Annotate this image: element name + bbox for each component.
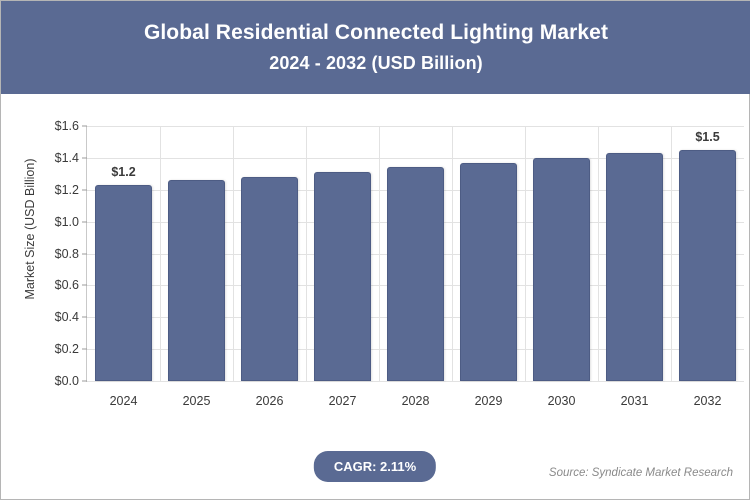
gridline-vertical — [671, 126, 672, 381]
cagr-badge: CAGR: 2.11% — [313, 451, 437, 482]
bar-value-label: $1.5 — [695, 129, 720, 144]
y-tick-label: $0.2 — [54, 342, 79, 357]
gridline-vertical — [160, 126, 161, 381]
bar[interactable] — [460, 162, 517, 381]
x-tick-label: 2025 — [182, 394, 211, 408]
gridline-vertical — [452, 126, 453, 381]
bar-group: 2029 — [452, 126, 525, 408]
y-tick-label: $1.2 — [54, 182, 79, 197]
gridline-vertical — [233, 126, 234, 381]
y-tick-label: $1.6 — [54, 119, 79, 133]
gridline-vertical — [598, 126, 599, 381]
bar-value-label: $1.2 — [111, 164, 136, 179]
bar-group: 2026 — [233, 126, 306, 408]
plot-area: $0.0 $0.2 $0.4 $0.6 $0.8 $1.0 $1.2 $1.4 $1.6 $1.… — [55, 119, 744, 408]
gridline-vertical — [306, 126, 307, 381]
bar-group: 2031 — [598, 126, 671, 408]
gridline-vertical — [525, 126, 526, 381]
bar[interactable] — [168, 180, 225, 381]
y-tick-mark — [82, 125, 87, 127]
y-tick-label: $0.6 — [54, 278, 79, 293]
bar[interactable] — [533, 157, 590, 381]
y-axis-title: Market Size (USD Billion) — [23, 158, 37, 300]
chart-subtitle: 2024 - 2032 (USD Billion) — [269, 52, 483, 73]
y-tick-label: $0.4 — [54, 310, 79, 325]
source-note: Source: Syndicate Market Research — [548, 467, 733, 479]
bar-group: 2027 — [306, 126, 379, 408]
bar-group: 2025 — [160, 126, 233, 408]
bar[interactable] — [606, 153, 663, 381]
bar-group: 2030 — [525, 126, 598, 408]
gridline-horizontal — [87, 381, 744, 382]
bar-group: 2028 — [379, 126, 452, 408]
y-tick-label: $1.0 — [54, 214, 79, 229]
y-tick-label: $1.4 — [54, 150, 79, 165]
bar-group: $1.2 2024 — [87, 126, 160, 408]
x-tick-label: 2030 — [547, 394, 576, 408]
y-tick-mark — [82, 380, 87, 382]
bar[interactable] — [241, 177, 298, 381]
gridline-vertical — [379, 126, 380, 381]
y-tick-mark — [82, 221, 87, 223]
chart-title: Global Residential Connected Lighting Ma… — [143, 21, 609, 45]
y-tick-mark — [82, 189, 87, 191]
x-tick-label: 2027 — [328, 394, 357, 408]
bar[interactable] — [314, 172, 371, 381]
y-tick-mark — [82, 253, 87, 254]
x-tick-label: 2032 — [693, 394, 722, 408]
x-tick-label: 2024 — [109, 394, 138, 408]
gridline-horizontal — [87, 126, 744, 127]
y-tick-mark — [82, 157, 87, 159]
y-tick-mark — [82, 284, 87, 286]
bar[interactable] — [95, 184, 152, 381]
y-tick-label: $0.0 — [54, 374, 79, 388]
x-tick-label: 2029 — [474, 394, 503, 408]
x-tick-label: 2026 — [255, 394, 284, 408]
bar[interactable] — [387, 167, 444, 381]
plot-wrapper: Market Size (USD Billion) $0.0 $0.2 $0.4 $0… — [1, 94, 749, 499]
x-tick-label: 2031 — [620, 394, 649, 408]
bar[interactable] — [679, 149, 736, 381]
y-tick-label: $0.8 — [54, 246, 79, 261]
x-tick-label: 2028 — [401, 394, 430, 408]
gridline-horizontal — [87, 157, 744, 159]
bar-group: $1.5 2032 — [671, 126, 744, 408]
y-tick-mark — [82, 316, 87, 318]
y-tick-mark — [82, 348, 87, 350]
chart-header-banner: Global Residential Connected Lighting Ma… — [1, 1, 750, 94]
